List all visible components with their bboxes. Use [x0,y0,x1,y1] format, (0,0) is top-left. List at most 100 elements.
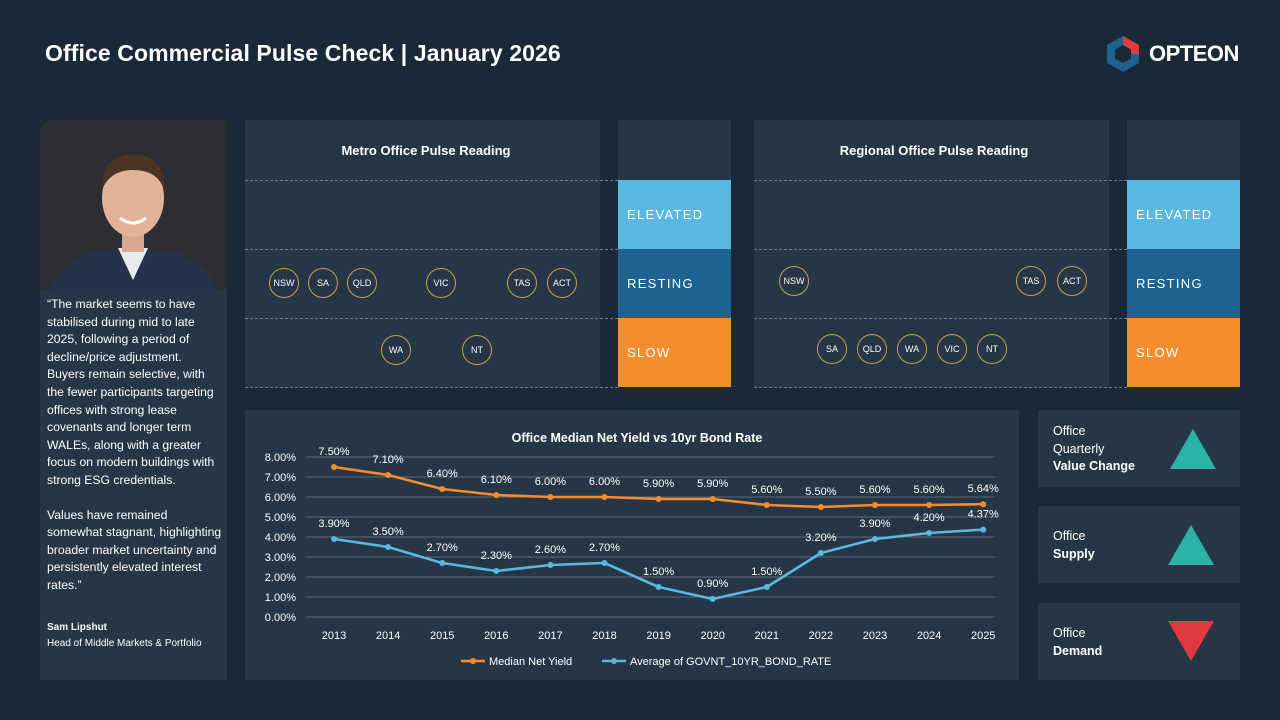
median-net-yield-point [547,494,554,500]
bond-rate-point [709,596,716,602]
opteon-logo-icon [1107,36,1139,72]
yield-chart-panel: Office Median Net Yield vs 10yr Bond Rat… [245,410,1019,680]
x-tick-label: 2017 [538,630,562,642]
x-tick-label: 2025 [971,630,995,642]
median-net-yield-point [601,494,608,500]
indicator-value-change: Office Quarterly Value Change [1038,410,1240,487]
regional-state-tas: TAS [1016,266,1046,296]
x-tick-label: 2021 [755,630,779,642]
median-net-yield-point [763,502,770,508]
yield-vs-bond-chart: Office Median Net Yield vs 10yr Bond Rat… [265,431,999,668]
y-tick-label: 7.00% [265,472,296,484]
data-label: 6.00% [535,476,566,488]
bond-rate-point [926,530,933,536]
y-tick-label: 0.00% [265,612,296,624]
data-label: 5.60% [859,484,890,496]
bond-rate-point [655,584,662,590]
divider [754,249,1127,250]
data-label: 3.90% [859,518,890,530]
x-tick-label: 2014 [376,630,400,642]
logo-text: OPTEON [1149,41,1239,66]
bond-rate-point [601,560,608,566]
quote-panel: “The market seems to have stabilised dur… [40,120,227,680]
arrow-down-icon [1168,621,1214,661]
indicator-bold: Supply [1053,546,1095,561]
regional-state-act: ACT [1057,266,1087,296]
metro-state-qld: QLD [347,268,377,298]
x-tick-label: 2016 [484,630,508,642]
regional-state-qld: QLD [857,334,887,364]
median-net-yield-point [331,464,337,470]
data-label: 5.50% [805,486,836,498]
data-label: 2.30% [481,550,512,562]
legend-swatch-marker [611,658,617,664]
bond-rate-point [872,536,878,542]
data-label: 5.64% [968,483,999,495]
median-net-yield-point [709,496,716,502]
regional-state-wa: WA [897,334,927,364]
arrow-up-icon [1170,429,1216,469]
data-label: 4.37% [968,509,999,521]
bond-rate-point [331,536,337,542]
indicator-label: Office Quarterly Value Change [1053,423,1135,476]
median-net-yield-point [655,496,662,502]
divider [245,387,618,388]
regional-band-resting: RESTING [1127,249,1240,318]
quote-text: “The market seems to have stabilised dur… [47,296,223,612]
indicator-supply: Office Supply [1038,506,1240,583]
legend-label: Average of GOVNT_10YR_BOND_RATE [630,656,831,668]
data-label: 7.50% [318,446,349,458]
data-label: 3.50% [372,526,403,538]
data-label: 6.10% [481,474,512,486]
author-role: Head of Middle Markets & Portfolio [47,638,202,649]
data-label: 0.90% [697,578,728,590]
x-tick-label: 2020 [700,630,724,642]
bond-rate-point [980,526,987,533]
metro-pulse-title: Metro Office Pulse Reading [341,143,511,158]
chart-title: Office Median Net Yield vs 10yr Bond Rat… [512,431,763,445]
indicator-label: Office Demand [1053,625,1102,660]
author-name: Sam Lipshut [47,622,108,633]
bond-rate-point [817,550,824,556]
indicator-demand: Office Demand [1038,603,1240,680]
metro-state-nt: NT [462,335,492,365]
data-label: 5.90% [643,478,674,490]
divider [245,318,618,319]
data-label: 3.20% [805,532,836,544]
metro-state-sa: SA [308,268,338,298]
x-tick-label: 2015 [430,630,454,642]
divider [754,387,1127,388]
data-label: 5.90% [697,478,728,490]
data-label: 4.20% [913,512,944,524]
metro-state-tas: TAS [507,268,537,298]
metro-band-slow: SLOW [618,318,731,387]
data-label: 6.40% [427,468,458,480]
data-label: 7.10% [372,454,403,466]
median-net-yield-point [872,502,878,508]
divider [245,180,618,181]
x-tick-label: 2023 [863,630,887,642]
quote-paragraph-1: “The market seems to have stabilised dur… [47,297,215,487]
data-label: 5.60% [751,484,782,496]
median-net-yield-point [817,504,824,510]
regional-pulse-title: Regional Office Pulse Reading [839,143,1029,158]
divider [245,249,618,250]
median-net-yield-point [926,502,933,508]
indicator-line2: Quarterly [1053,441,1105,456]
indicator-bold: Value Change [1053,459,1135,473]
indicator-line1: Office [1053,529,1086,543]
page-title: Office Commercial Pulse Check | January … [45,40,561,66]
legend-swatch-marker [470,658,476,664]
divider [754,180,1127,181]
y-tick-label: 2.00% [265,572,296,584]
data-label: 2.70% [589,542,620,554]
indicator-line1: Office [1053,424,1086,438]
data-label: 1.50% [643,566,674,578]
metro-state-nsw: NSW [269,268,299,298]
median-net-yield-point [385,472,392,478]
indicator-line1: Office [1053,626,1086,640]
y-tick-label: 4.00% [265,532,296,544]
x-tick-label: 2024 [917,630,941,642]
indicator-label: Office Supply [1053,528,1095,563]
metro-band-elevated: ELEVATED [618,180,731,249]
